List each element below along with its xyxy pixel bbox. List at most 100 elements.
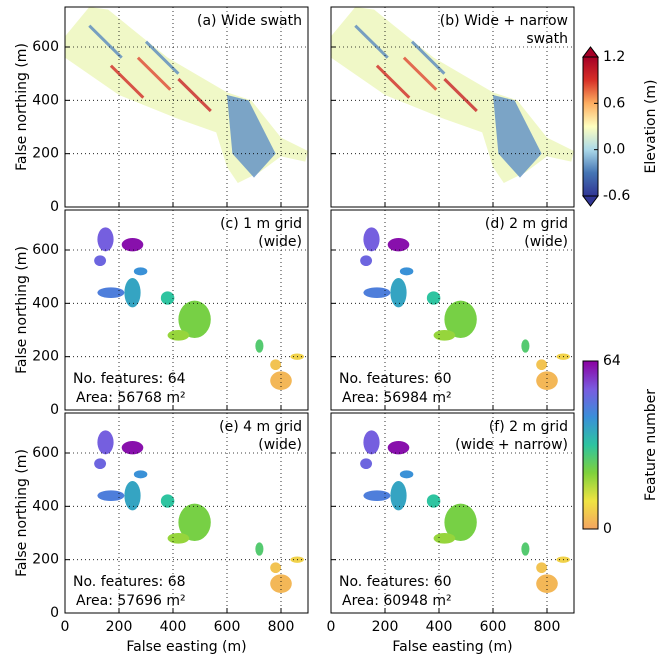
colorbar-extend-low [582, 195, 599, 207]
feature [94, 458, 107, 469]
y-tick-label: 600 [32, 445, 59, 461]
panel-title: (e) 4 m grid [219, 419, 302, 435]
map-image [94, 430, 304, 594]
x-tick-label: 600 [480, 619, 507, 635]
feature [536, 371, 558, 390]
swath-stripe [144, 40, 180, 75]
panel-title: (wide) [258, 234, 302, 250]
map-image [360, 430, 570, 594]
x-tick-label: 800 [268, 619, 295, 635]
feature [399, 470, 414, 479]
panel-title: (a) Wide swath [197, 13, 302, 29]
colorbar-tick-label: -0.6 [603, 188, 630, 204]
y-tick-label: 400 [32, 92, 59, 108]
map-image [360, 227, 570, 390]
feature [270, 359, 281, 370]
feature [363, 227, 380, 252]
feature [426, 291, 441, 305]
feature [521, 542, 530, 556]
panel-title: (b) Wide + narrow [440, 13, 568, 29]
swath-stripe [410, 40, 446, 75]
feature [390, 481, 407, 511]
feature [270, 562, 281, 574]
feature [97, 227, 114, 252]
feature [94, 255, 107, 266]
feature [255, 542, 264, 556]
feature [124, 278, 141, 308]
axes-frame [64, 6, 309, 208]
feature [97, 430, 114, 455]
annotation: No. features: 60 [339, 371, 452, 387]
feature [133, 470, 148, 479]
map-image [65, 7, 308, 183]
swath-stripe [88, 24, 123, 59]
feature [387, 441, 410, 455]
axes-frame [64, 412, 309, 614]
feature [390, 278, 407, 308]
colorbar-tick-label: 1.2 [603, 49, 625, 65]
colorbar [582, 56, 599, 197]
panel-title: (wide + narrow) [455, 437, 568, 453]
y-tick-label: 400 [32, 295, 59, 311]
swath-stripe [354, 24, 389, 59]
feature [255, 339, 264, 353]
feature [270, 371, 292, 390]
feature [363, 490, 391, 501]
feature [97, 287, 125, 298]
colorbar-tick-label: 0.6 [603, 95, 625, 111]
feature [124, 481, 141, 511]
y-tick-label: 0 [50, 199, 59, 215]
swath-stripe [375, 64, 411, 99]
feature [444, 300, 477, 339]
feature [536, 562, 547, 574]
feature [363, 430, 380, 455]
colorbar-extend-high [582, 46, 599, 58]
narrow-patch [493, 95, 542, 178]
map-image [331, 7, 574, 183]
swath-stripe [177, 77, 212, 113]
feature [270, 574, 292, 594]
feature [360, 458, 373, 469]
feature [536, 359, 547, 370]
feature [178, 503, 211, 541]
x-tick-label: 800 [534, 619, 561, 635]
x-tick-label: 400 [426, 619, 453, 635]
colorbar-tick-label: 0 [603, 521, 612, 537]
y-tick-label: 200 [32, 349, 59, 365]
panel-title: (f) 2 m grid [489, 419, 568, 435]
y-tick-label: 0 [50, 402, 59, 418]
annotation: Area: 60948 m² [342, 593, 452, 609]
x-tick-label: 400 [160, 619, 187, 635]
annotation: No. features: 64 [73, 371, 186, 387]
feature [121, 238, 144, 252]
feature [360, 255, 373, 266]
x-tick-label: 0 [61, 619, 70, 635]
swath-stripe [109, 64, 145, 99]
y-tick-label: 600 [32, 39, 59, 55]
panel-title: (d) 2 m grid [485, 216, 568, 232]
y-axis-label: False northing (m) [14, 246, 30, 374]
swath-stripe [443, 77, 478, 113]
axes-frame [330, 412, 575, 614]
feature [399, 267, 414, 276]
y-tick-label: 400 [32, 498, 59, 514]
x-tick-label: 200 [106, 619, 133, 635]
x-tick-label: 600 [214, 619, 241, 635]
axes-frame [330, 6, 575, 208]
colorbar-tick-label: 64 [603, 353, 621, 369]
colorbar-label: Elevation (m) [643, 79, 659, 173]
panel-title: (wide) [258, 437, 302, 453]
y-axis-label: False northing (m) [14, 43, 30, 171]
annotation: Area: 56984 m² [342, 390, 452, 406]
x-tick-label: 200 [372, 619, 399, 635]
panel-title: swath [526, 31, 568, 47]
feature [363, 287, 391, 298]
feature [521, 339, 530, 353]
feature [167, 330, 190, 341]
y-tick-label: 0 [50, 605, 59, 621]
feature [433, 330, 456, 341]
feature [444, 503, 477, 541]
annotation: Area: 57696 m² [76, 593, 186, 609]
